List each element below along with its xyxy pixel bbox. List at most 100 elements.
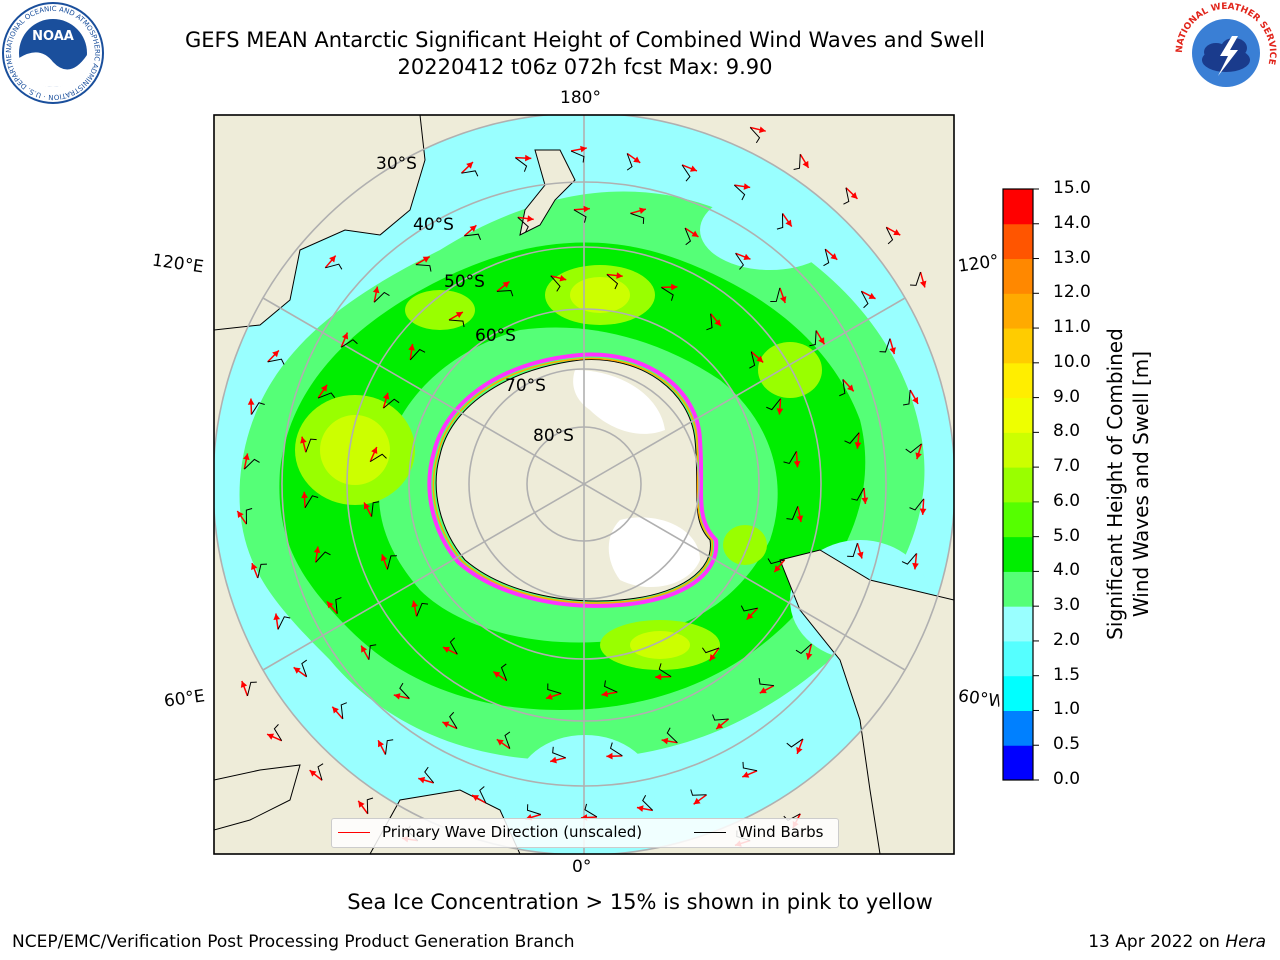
wind-barb [661,287,674,301]
wind-barb [839,379,846,397]
wave-arrow-head [455,312,463,319]
wave-arrow-head [785,219,792,227]
wind-barb [630,212,645,224]
colorbar-bin [1003,745,1033,781]
legend-wind-label: Wind Barbs [738,823,824,841]
wind-barb [843,187,850,205]
wave-arrow-head [469,225,477,232]
wind-barb [701,647,720,654]
ronne-ice-shelf [608,517,700,588]
wave-arrow-head [759,687,767,694]
wind-barb [247,681,257,697]
wind-barb [277,616,291,630]
lat-label-80s: 80°S [533,426,574,446]
wave-arrow-head [411,600,418,608]
wave-arrow-head [382,392,390,400]
wind-barb [910,271,921,286]
wave-arrow-head [364,502,370,510]
wind-barb [496,289,514,297]
wind-barb [500,663,508,681]
wave-arrow-head [496,739,504,746]
colorbar-tick-label: 1.0 [1053,699,1081,720]
wave-arrow-head [793,460,801,468]
wind-barb [847,543,858,558]
wind-barb [795,643,812,655]
wind-barb [479,786,487,804]
wind-barb [658,663,672,678]
wave-arrow-head [272,350,279,358]
wave-arrow-head [329,255,336,263]
colorbar-tick-label: 7.0 [1053,456,1081,477]
wind-barb [740,605,758,612]
wind-barb [666,727,678,744]
wind-barb [767,558,785,565]
wave-arrow-head [472,795,480,802]
map-frame [213,114,955,855]
wave-arrow-head [372,286,380,294]
wave-arrow-head [442,646,450,653]
wave-arrow-head [818,337,825,345]
colorbar-tick-label: 6.0 [1053,490,1081,511]
wind-barb [243,458,260,470]
wind-barb [315,551,331,563]
wave-arrow-head [868,292,876,299]
colorbar-tick-label: 15.0 [1053,178,1091,198]
colorbar-bin [1003,432,1033,468]
wave-arrow-head [857,551,864,559]
colorbar-label: Significant Height of Combined Wind Wave… [1102,274,1154,694]
legend-wave-label: Primary Wave Direction (unscaled) [382,823,643,841]
map-title: GEFS MEAN Antarctic Significant Height o… [184,28,986,52]
wave-arrow-head [341,332,349,340]
wave-arrow-head [889,347,896,355]
wind-barb [301,659,308,677]
wind-barb [409,348,426,361]
wind-barb [317,763,324,781]
colorbar-bin [1003,293,1033,329]
wave-arrow-head [639,207,646,215]
wind-barb [317,392,336,399]
wave-arrow-head [633,156,641,163]
wave-arrow-head [247,398,255,405]
wind-barb [415,264,432,272]
wave-arrow-head [273,613,281,621]
wind-barb [449,711,458,729]
wind-barb [909,498,925,511]
wind-barb [776,213,784,230]
wind-barb [885,227,894,245]
wave-direction-arrows [236,126,927,847]
colorbar-bin [1003,710,1033,746]
colorbar-bin [1003,467,1033,503]
wave-arrow-head [915,452,922,460]
wind-barb [267,358,285,365]
madagascar-land [214,764,301,831]
wave-arrow-head [393,693,401,700]
wind-barb [742,761,758,772]
wind-barb [851,487,865,501]
wind-barb [464,233,482,240]
wave-arrow-head [716,722,724,730]
wind-barb [902,389,911,406]
australia-land [214,115,426,331]
wind-barb [552,746,566,759]
south-america-land [779,549,954,854]
wind-barb [547,683,562,694]
wind-barb [681,164,691,182]
wind-barb [305,438,317,453]
colorbar-bin [1003,675,1033,711]
colorbar-bin [1003,501,1033,538]
wave-arrow-head [756,355,764,363]
wave-arrow-head [418,776,426,784]
svg-text:NOAA: NOAA [32,29,74,44]
sea-ice-edge [427,352,719,608]
lon-label-180: 180° [560,88,601,108]
colorbar-frame [1002,188,1034,781]
wave-arrow-head [802,160,809,168]
colorbar-tick-label: 12.0 [1053,282,1091,303]
wave-arrow-head [796,746,803,754]
wave-arrow-head [746,612,754,620]
colorbar-tick-label: 3.0 [1053,595,1081,616]
wave-arrow-head [550,756,557,764]
wave-arrow-head [313,546,321,554]
wave-arrow-head [358,800,365,808]
wave-arrow-head [758,126,766,133]
